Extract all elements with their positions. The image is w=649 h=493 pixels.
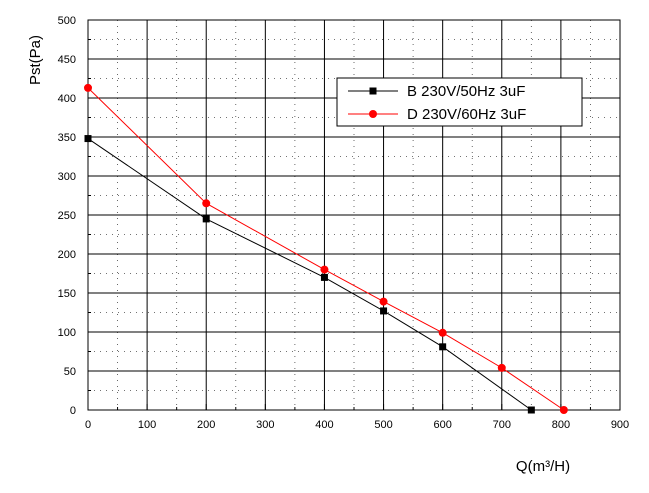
legend-label: D 230V/60Hz 3uF [407, 106, 526, 123]
legend-marker [369, 110, 377, 118]
legend-marker [369, 87, 377, 95]
data-point [497, 363, 506, 372]
data-point [527, 406, 535, 414]
x-tick-label: 300 [256, 419, 274, 431]
data-point [559, 406, 568, 414]
x-tick-label: 100 [138, 419, 156, 431]
legend: B 230V/50Hz 3uF D 230V/60Hz 3uF [336, 77, 583, 127]
x-tick-label: 500 [374, 419, 392, 431]
data-point [84, 135, 92, 143]
y-axis-title: Pst(Pa) [27, 35, 44, 85]
series-1 [84, 135, 535, 414]
y-tick-label: 450 [58, 54, 76, 66]
x-tick-label: 600 [433, 419, 451, 431]
axis-ticks [87, 19, 621, 411]
data-point [438, 328, 447, 337]
x-tick-label: 0 [85, 419, 91, 431]
x-tick-label: 200 [197, 419, 215, 431]
y-tick-label: 300 [58, 171, 76, 183]
data-point [202, 215, 210, 223]
y-tick-label: 150 [58, 288, 76, 300]
x-tick-label: 400 [315, 419, 333, 431]
y-tick-labels: 0 50 100 150 200 250 300 350 400 450 500 [58, 15, 76, 417]
x-tick-label: 900 [611, 419, 629, 431]
legend-label: B 230V/50Hz 3uF [407, 83, 525, 100]
y-tick-label: 200 [58, 249, 76, 261]
y-tick-label: 50 [64, 366, 76, 378]
x-tick-labels: 0 100 200 300 400 500 600 700 800 900 [85, 419, 629, 431]
data-point [320, 273, 328, 281]
data-point [202, 199, 211, 208]
x-axis-title: Q(m³/H) [516, 458, 570, 475]
data-point [439, 343, 447, 351]
y-tick-label: 100 [58, 327, 76, 339]
data-point [84, 83, 92, 92]
data-point [379, 297, 388, 306]
y-tick-label: 500 [58, 15, 76, 27]
y-tick-label: 0 [70, 405, 76, 417]
series-layer [84, 83, 568, 414]
series-2 [84, 83, 568, 414]
legend-box [336, 77, 583, 127]
x-tick-label: 700 [493, 419, 511, 431]
series-line [87, 138, 532, 411]
y-tick-label: 250 [58, 210, 76, 222]
data-point [380, 307, 388, 315]
y-tick-label: 350 [58, 132, 76, 144]
series-line [87, 87, 565, 411]
data-point [320, 265, 329, 274]
x-tick-label: 800 [552, 419, 570, 431]
y-tick-label: 400 [58, 93, 76, 105]
minor-grid [88, 20, 620, 410]
